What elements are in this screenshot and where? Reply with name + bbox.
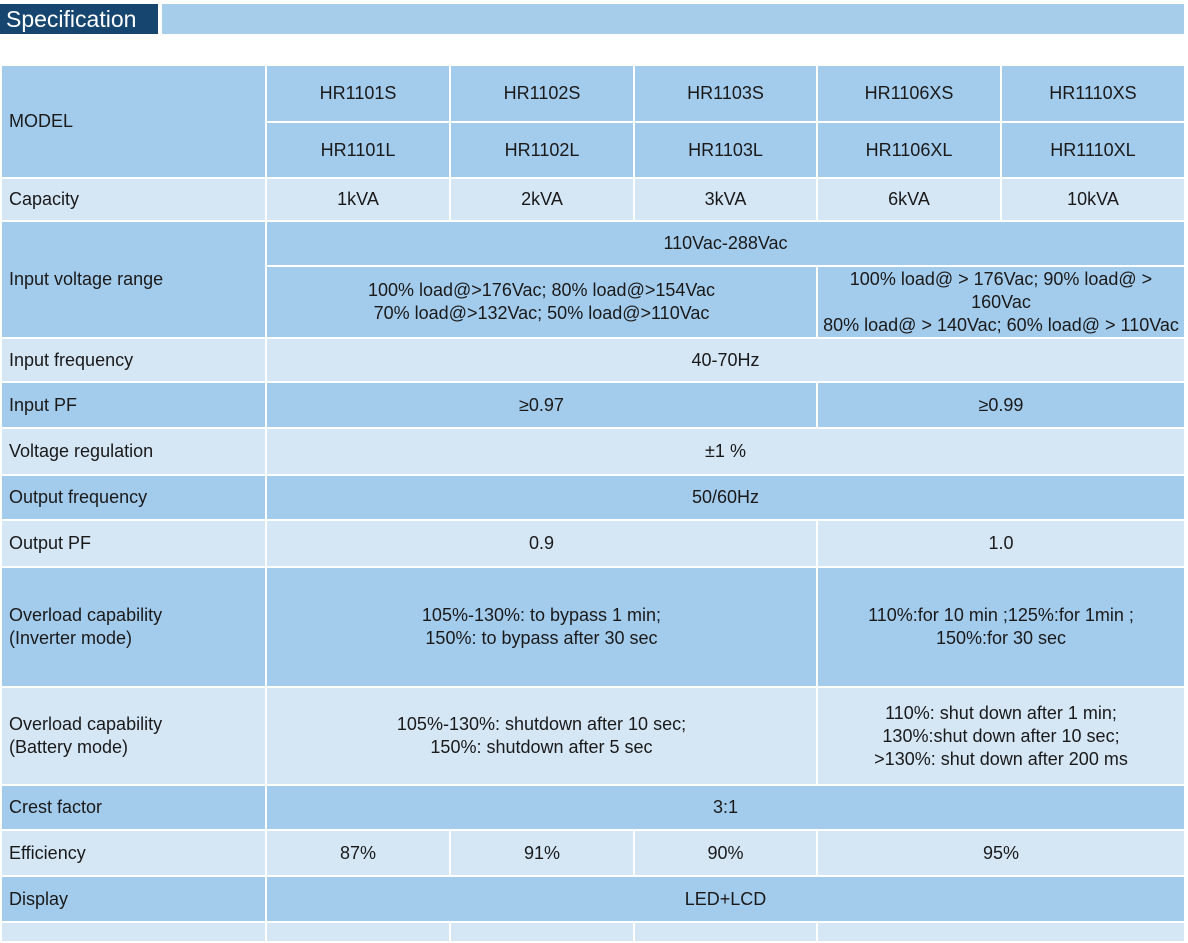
overload-inverter-high-line: 150%:for 30 sec <box>935 628 1067 648</box>
table-row-output-frequency: Output frequency 50/60Hz <box>0 474 1186 521</box>
overload-inverter-low-line: 150%: to bypass after 30 sec <box>425 628 658 648</box>
table-row-input-pf: Input PF ≥0.97 ≥0.99 <box>0 381 1186 429</box>
efficiency-label: Efficiency <box>0 829 267 877</box>
input-pf-low: ≥0.97 <box>265 381 818 429</box>
capacity-cell: 3kVA <box>633 177 818 222</box>
output-pf-label: Output PF <box>0 519 267 568</box>
efficiency-cell: 90% <box>633 829 818 877</box>
overload-battery-label: Overload capability (Battery mode) <box>0 686 267 786</box>
input-voltage-low-line: 70% load@>132Vac; 50% load@>110Vac <box>373 303 710 323</box>
overload-battery-high-line: 110%: shut down after 1 min; <box>885 702 1117 723</box>
capacity-cell: 2kVA <box>449 177 635 222</box>
voltage-regulation-cell: ±1 % <box>265 427 1186 476</box>
model-l-cell: HR1103L <box>633 121 818 179</box>
model-s-cell: HR1102S <box>449 64 635 123</box>
overload-inverter-high-line: 110%:for 10 min ;125%:for 1min ; <box>868 605 1134 625</box>
model-label: MODEL <box>0 64 267 179</box>
table-cell <box>265 921 451 943</box>
efficiency-cell: 95% <box>816 829 1186 877</box>
model-s-cell: HR1110XS <box>1000 64 1186 123</box>
table-row-display: Display LED+LCD <box>0 875 1186 923</box>
table-row-overload-battery: Overload capability (Battery mode) 105%-… <box>0 686 1186 786</box>
section-header: Specification <box>0 4 1184 34</box>
model-s-cell: HR1103S <box>633 64 818 123</box>
overload-inverter-label: Overload capability (Inverter mode) <box>0 566 267 688</box>
voltage-regulation-label: Voltage regulation <box>0 427 267 476</box>
overload-battery-low-line: 150%: shutdown after 5 sec <box>430 737 653 757</box>
input-voltage-high-line: 100% load@ > 176Vac; 90% load@ > 160Vac <box>849 268 1153 312</box>
capacity-cell: 10kVA <box>1000 177 1186 222</box>
input-voltage-low-line: 100% load@>176Vac; 80% load@>154Vac <box>367 280 716 300</box>
model-l-cell: HR1102L <box>449 121 635 179</box>
input-frequency-label: Input frequency <box>0 337 267 383</box>
display-cell: LED+LCD <box>265 875 1186 923</box>
output-frequency-cell: 50/60Hz <box>265 474 1186 521</box>
input-pf-high: ≥0.99 <box>816 381 1186 429</box>
overload-battery-low-line: 105%-130%: shutdown after 10 sec; <box>396 714 687 734</box>
model-l-cell: HR1110XL <box>1000 121 1186 179</box>
output-pf-low: 0.9 <box>265 519 818 568</box>
display-label: Display <box>0 875 267 923</box>
output-frequency-label: Output frequency <box>0 474 267 521</box>
table-cell <box>449 921 635 943</box>
overload-battery-low: 105%-130%: shutdown after 10 sec; 150%: … <box>265 686 818 786</box>
crest-factor-label: Crest factor <box>0 784 267 831</box>
efficiency-cell: 91% <box>449 829 635 877</box>
table-row-crest-factor: Crest factor 3:1 <box>0 784 1186 831</box>
table-row-model-l: HR1101L HR1102L HR1103L HR1106XL HR1110X… <box>1 121 1186 179</box>
overload-inverter-label-line: Overload capability <box>9 605 163 625</box>
input-pf-label: Input PF <box>0 381 267 429</box>
input-voltage-high-line: 80% load@ > 140Vac; 60% load@ > 110Vac <box>823 314 1179 335</box>
overload-battery-label-line: Overload capability <box>9 714 163 734</box>
table-row-overload-inverter: Overload capability (Inverter mode) 105%… <box>0 566 1186 688</box>
overload-battery-high: 110%: shut down after 1 min; 130%:shut d… <box>816 686 1186 786</box>
input-voltage-range: 110Vac-288Vac <box>265 220 1186 267</box>
model-l-cell: HR1106XL <box>816 121 1002 179</box>
table-row-model-s: MODEL HR1101S HR1102S HR1103S HR1106XS H… <box>0 64 1186 179</box>
table-row-voltage-regulation: Voltage regulation ±1 % <box>0 427 1186 476</box>
efficiency-cell: 87% <box>265 829 451 877</box>
table-cell <box>816 921 1186 943</box>
capacity-cell: 1kVA <box>265 177 451 222</box>
overload-battery-high-line: >130%: shut down after 200 ms <box>874 748 1128 769</box>
section-title: Specification <box>0 4 158 34</box>
table-row-input-voltage: Input voltage range 110Vac-288Vac <box>0 220 1186 339</box>
table-row-input-frequency: Input frequency 40-70Hz <box>0 337 1186 383</box>
table-row-input-voltage-detail: 100% load@>176Vac; 80% load@>154Vac 70% … <box>1 265 1186 339</box>
input-voltage-high-models: 100% load@ > 176Vac; 90% load@ > 160Vac … <box>816 265 1186 339</box>
input-voltage-label: Input voltage range <box>0 220 267 339</box>
table-row-output-pf: Output PF 0.9 1.0 <box>0 519 1186 568</box>
overload-battery-high-line: 130%:shut down after 10 sec; <box>882 725 1120 746</box>
table-row-partial <box>0 921 1186 943</box>
overload-inverter-label-line: (Inverter mode) <box>9 628 133 648</box>
header-bar <box>162 4 1184 34</box>
overload-inverter-high: 110%:for 10 min ;125%:for 1min ; 150%:fo… <box>816 566 1186 688</box>
input-voltage-low-models: 100% load@>176Vac; 80% load@>154Vac 70% … <box>265 265 818 339</box>
overload-battery-label-line: (Battery mode) <box>9 737 129 757</box>
table-cell <box>0 921 267 943</box>
table-cell <box>633 921 818 943</box>
table-row-efficiency: Efficiency 87% 91% 90% 95% <box>0 829 1186 877</box>
spec-table: MODEL HR1101S HR1102S HR1103S HR1106XS H… <box>0 64 1186 943</box>
overload-inverter-low: 105%-130%: to bypass 1 min; 150%: to byp… <box>265 566 818 688</box>
capacity-label: Capacity <box>0 177 267 222</box>
output-pf-high: 1.0 <box>816 519 1186 568</box>
capacity-cell: 6kVA <box>816 177 1002 222</box>
model-s-cell: HR1101S <box>265 64 451 123</box>
crest-factor-cell: 3:1 <box>265 784 1186 831</box>
input-frequency-cell: 40-70Hz <box>265 337 1186 383</box>
model-s-cell: HR1106XS <box>816 64 1002 123</box>
table-row-capacity: Capacity 1kVA 2kVA 3kVA 6kVA 10kVA <box>0 177 1186 222</box>
model-l-cell: HR1101L <box>265 121 451 179</box>
overload-inverter-low-line: 105%-130%: to bypass 1 min; <box>421 605 662 625</box>
